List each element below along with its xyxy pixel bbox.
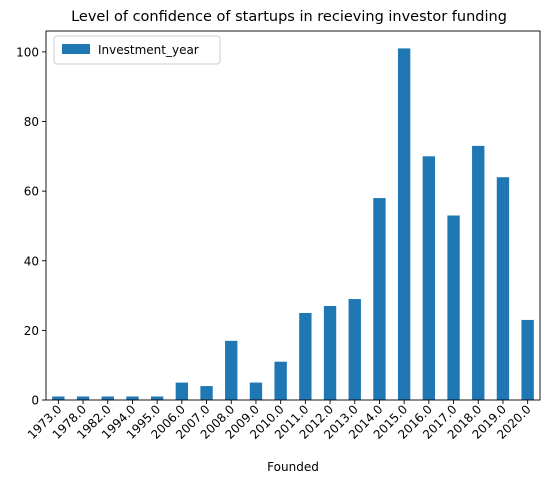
legend: Investment_year	[53, 35, 221, 65]
bar-1994.0	[126, 396, 139, 400]
y-tick-label: 80	[24, 115, 39, 129]
bar-2018.0	[472, 145, 485, 400]
legend-swatch	[62, 44, 90, 54]
y-tick-label: 20	[24, 324, 39, 338]
y-tick-label: 60	[24, 185, 39, 199]
bar-2011.0	[299, 312, 312, 400]
bar-2020.0	[521, 319, 534, 400]
y-axis: 0 20 40 60 80 100	[16, 45, 46, 408]
plot-frame	[45, 30, 541, 401]
x-axis: 1973.01978.01982.01994.01995.02006.02007…	[25, 400, 534, 442]
bar-2009.0	[249, 382, 263, 400]
bar-2007.0	[200, 386, 213, 400]
bar-2006.0	[175, 382, 189, 400]
bar-2015.0	[397, 48, 411, 400]
y-tick-label: 0	[31, 394, 39, 408]
bar-2016.0	[422, 156, 436, 400]
legend-box	[53, 35, 221, 65]
legend-label-investment-year: Investment_year	[98, 43, 199, 57]
bar-2017.0	[447, 215, 460, 400]
bar-2013.0	[348, 299, 361, 400]
bar-1982.0	[101, 396, 114, 400]
plot-area	[45, 30, 541, 401]
bar-2012.0	[323, 306, 337, 400]
y-tick-label: 40	[24, 254, 39, 268]
y-tick-label: 100	[16, 45, 39, 59]
bar-2014.0	[373, 198, 386, 400]
chart-title: Level of confidence of startups in recie…	[71, 9, 507, 25]
bar-1995.0	[150, 396, 164, 400]
bar-2010.0	[274, 361, 287, 400]
bar-1978.0	[76, 396, 90, 400]
bar-1973.0	[52, 396, 65, 400]
bar-2008.0	[225, 340, 238, 400]
bar-2019.0	[496, 177, 510, 400]
x-axis-label: Founded	[267, 460, 319, 474]
